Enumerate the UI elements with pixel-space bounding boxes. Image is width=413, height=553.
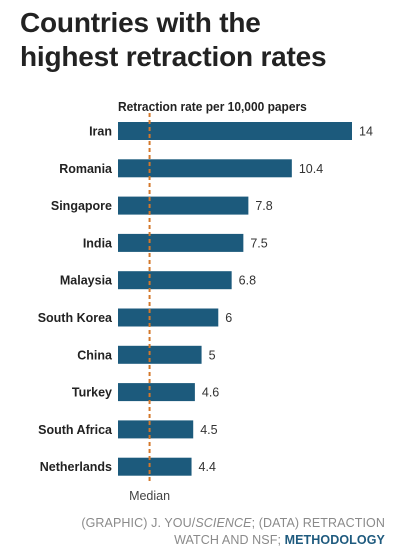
value-label: 4.4 [199, 460, 216, 474]
value-label: 7.5 [250, 236, 267, 250]
credit-line: (GRAPHIC) J. YOU/SCIENCE; (DATA) RETRACT… [0, 515, 385, 549]
category-label: Romania [59, 162, 113, 176]
value-label: 6 [225, 311, 232, 325]
bar [118, 345, 202, 364]
category-label: Malaysia [60, 274, 113, 288]
bar [118, 420, 194, 439]
value-label: 5 [209, 348, 216, 362]
value-label: 10.4 [299, 162, 323, 176]
bar [118, 122, 352, 140]
chart-title-line1: Countries with the [20, 7, 261, 38]
category-label: Iran [89, 125, 112, 139]
category-label: China [77, 348, 113, 362]
bars-layer: Iran 14 Romania 10.4 Singapore 7.8 India 7.5 Mal… [38, 122, 373, 476]
category-label: South Africa [38, 423, 113, 437]
category-label: Singapore [51, 199, 112, 213]
bar-chart: Iran 14 Romania 10.4 Singapore 7.8 India 7.5 Mal… [38, 113, 373, 503]
chart-subtitle: Retraction rate per 10,000 papers [118, 99, 307, 114]
category-label: Turkey [72, 386, 112, 400]
chart-title: Countries with the highest retraction ra… [20, 6, 405, 74]
value-label: 7.8 [255, 199, 272, 213]
value-label: 4.6 [202, 386, 219, 400]
methodology-link[interactable]: METHODOLOGY [284, 533, 385, 547]
chart-title-line2: highest retraction rates [20, 41, 327, 72]
value-label: 14 [359, 125, 373, 139]
value-label: 4.5 [200, 423, 217, 437]
median-label: Median [129, 489, 170, 503]
bar [118, 159, 292, 178]
category-label: Netherlands [40, 460, 112, 474]
credit-line-2: WATCH AND NSF; METHODOLOGY [174, 533, 385, 547]
category-label: India [83, 236, 113, 250]
value-label: 6.8 [239, 274, 256, 288]
category-label: South Korea [38, 311, 113, 325]
bar [118, 233, 244, 252]
bar [118, 308, 219, 327]
bar [118, 457, 192, 476]
bar [118, 196, 249, 215]
bar [118, 271, 232, 290]
credit-line-1: (GRAPHIC) J. YOU/SCIENCE; (DATA) RETRACT… [81, 516, 385, 530]
bar [118, 383, 195, 402]
